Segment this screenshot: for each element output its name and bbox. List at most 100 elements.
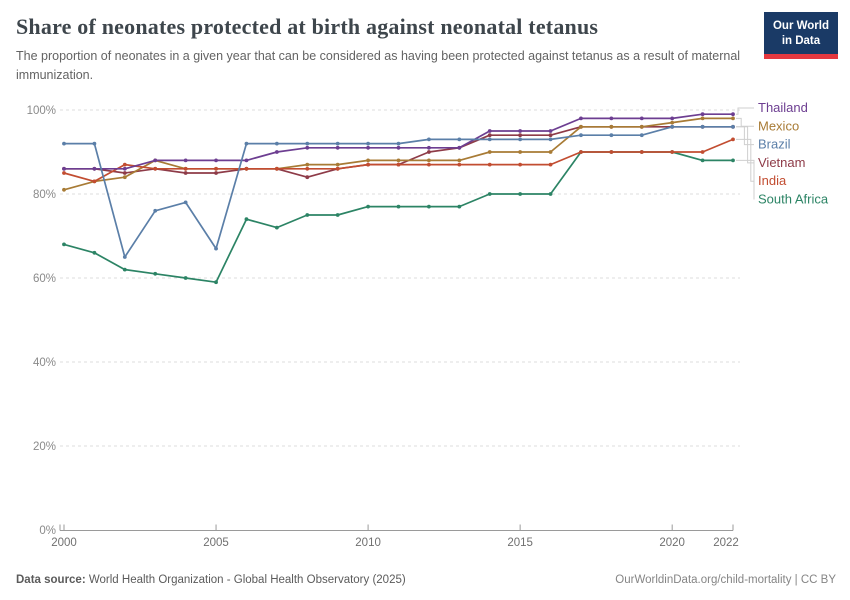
data-point-thailand[interactable] — [122, 166, 127, 171]
data-point-brazil[interactable] — [487, 137, 492, 142]
data-point-thailand[interactable] — [731, 112, 735, 117]
data-point-vietnam[interactable] — [548, 133, 553, 138]
data-point-thailand[interactable] — [518, 129, 523, 133]
data-point-brazil[interactable] — [427, 137, 431, 142]
data-point-mexico[interactable] — [366, 158, 370, 163]
data-point-thailand[interactable] — [366, 145, 370, 150]
data-point-brazil[interactable] — [183, 200, 188, 205]
data-point-south-africa[interactable] — [122, 267, 127, 272]
data-point-south-africa[interactable] — [518, 192, 523, 196]
data-point-thailand[interactable] — [244, 158, 249, 163]
data-point-mexico[interactable] — [548, 150, 553, 154]
data-point-south-africa[interactable] — [366, 204, 370, 209]
data-point-south-africa[interactable] — [548, 192, 553, 196]
data-point-thailand[interactable] — [579, 116, 583, 121]
data-point-thailand[interactable] — [609, 116, 614, 121]
data-point-brazil[interactable] — [639, 133, 644, 138]
legend-item-vietnam[interactable]: Vietnam — [758, 155, 805, 170]
data-point-india[interactable] — [487, 162, 492, 167]
data-point-south-africa[interactable] — [396, 204, 401, 209]
data-point-mexico[interactable] — [62, 187, 66, 192]
data-point-thailand[interactable] — [153, 158, 158, 163]
data-point-vietnam[interactable] — [518, 133, 523, 138]
data-point-brazil[interactable] — [700, 124, 705, 129]
data-point-india[interactable] — [396, 162, 401, 167]
data-point-brazil[interactable] — [62, 141, 66, 146]
data-point-brazil[interactable] — [579, 133, 583, 138]
data-point-india[interactable] — [214, 166, 218, 171]
data-point-brazil[interactable] — [548, 137, 553, 142]
data-point-vietnam[interactable] — [214, 171, 218, 175]
data-point-south-africa[interactable] — [427, 204, 431, 209]
data-point-brazil[interactable] — [244, 141, 249, 146]
data-point-india[interactable] — [609, 150, 614, 154]
data-point-south-africa[interactable] — [274, 225, 279, 230]
data-point-mexico[interactable] — [122, 175, 127, 180]
data-point-south-africa[interactable] — [305, 213, 310, 217]
data-point-mexico[interactable] — [305, 162, 310, 167]
data-point-india[interactable] — [639, 150, 644, 154]
data-point-brazil[interactable] — [366, 141, 370, 146]
owid-logo[interactable]: Our World in Data — [763, 12, 838, 59]
data-point-india[interactable] — [427, 162, 431, 167]
data-point-vietnam[interactable] — [427, 150, 431, 154]
data-point-brazil[interactable] — [92, 141, 97, 146]
data-point-india[interactable] — [366, 162, 370, 167]
data-point-thailand[interactable] — [487, 129, 492, 133]
data-point-india[interactable] — [548, 162, 553, 167]
data-point-thailand[interactable] — [700, 112, 705, 117]
data-point-mexico[interactable] — [609, 124, 614, 129]
data-point-thailand[interactable] — [670, 116, 675, 121]
legend-item-mexico[interactable]: Mexico — [758, 118, 799, 133]
data-point-south-africa[interactable] — [700, 158, 705, 163]
data-point-mexico[interactable] — [427, 158, 431, 163]
data-point-brazil[interactable] — [731, 124, 735, 129]
data-point-india[interactable] — [457, 162, 462, 167]
data-point-mexico[interactable] — [396, 158, 401, 163]
data-point-brazil[interactable] — [396, 141, 401, 146]
data-point-india[interactable] — [153, 166, 158, 171]
data-point-thailand[interactable] — [305, 145, 310, 150]
data-point-thailand[interactable] — [335, 145, 340, 150]
data-point-brazil[interactable] — [153, 208, 158, 213]
data-point-mexico[interactable] — [487, 150, 492, 154]
data-point-thailand[interactable] — [92, 166, 97, 171]
data-point-india[interactable] — [244, 166, 249, 171]
data-point-brazil[interactable] — [457, 137, 462, 142]
data-point-mexico[interactable] — [731, 116, 735, 121]
data-point-thailand[interactable] — [62, 166, 66, 171]
data-point-india[interactable] — [731, 137, 735, 142]
data-point-brazil[interactable] — [518, 137, 523, 142]
data-point-thailand[interactable] — [548, 129, 553, 133]
legend-item-thailand[interactable]: Thailand — [758, 100, 808, 115]
data-point-brazil[interactable] — [122, 255, 127, 259]
data-point-vietnam[interactable] — [487, 133, 492, 138]
data-point-thailand[interactable] — [183, 158, 188, 163]
credit-link[interactable]: OurWorldinData.org/child-mortality | CC … — [615, 574, 836, 586]
data-point-brazil[interactable] — [335, 141, 340, 146]
data-point-india[interactable] — [274, 166, 279, 171]
data-point-south-africa[interactable] — [335, 213, 340, 217]
data-point-india[interactable] — [305, 166, 310, 171]
data-point-brazil[interactable] — [214, 246, 218, 251]
data-point-vietnam[interactable] — [183, 171, 188, 175]
data-point-south-africa[interactable] — [457, 204, 462, 209]
data-point-mexico[interactable] — [457, 158, 462, 163]
data-point-india[interactable] — [92, 179, 97, 184]
data-point-brazil[interactable] — [305, 141, 310, 146]
data-point-south-africa[interactable] — [731, 158, 735, 163]
legend-item-south-africa[interactable]: South Africa — [758, 192, 829, 207]
data-point-india[interactable] — [62, 171, 66, 175]
data-point-south-africa[interactable] — [487, 192, 492, 196]
legend-item-brazil[interactable]: Brazil — [758, 137, 791, 152]
data-point-india[interactable] — [335, 166, 340, 171]
data-point-brazil[interactable] — [609, 133, 614, 138]
data-point-south-africa[interactable] — [92, 250, 97, 255]
data-point-vietnam[interactable] — [122, 171, 127, 175]
data-point-thailand[interactable] — [639, 116, 644, 121]
data-point-india[interactable] — [518, 162, 523, 167]
data-point-brazil[interactable] — [670, 124, 675, 129]
data-point-brazil[interactable] — [274, 141, 279, 146]
data-point-thailand[interactable] — [396, 145, 401, 150]
data-point-mexico[interactable] — [335, 162, 340, 167]
